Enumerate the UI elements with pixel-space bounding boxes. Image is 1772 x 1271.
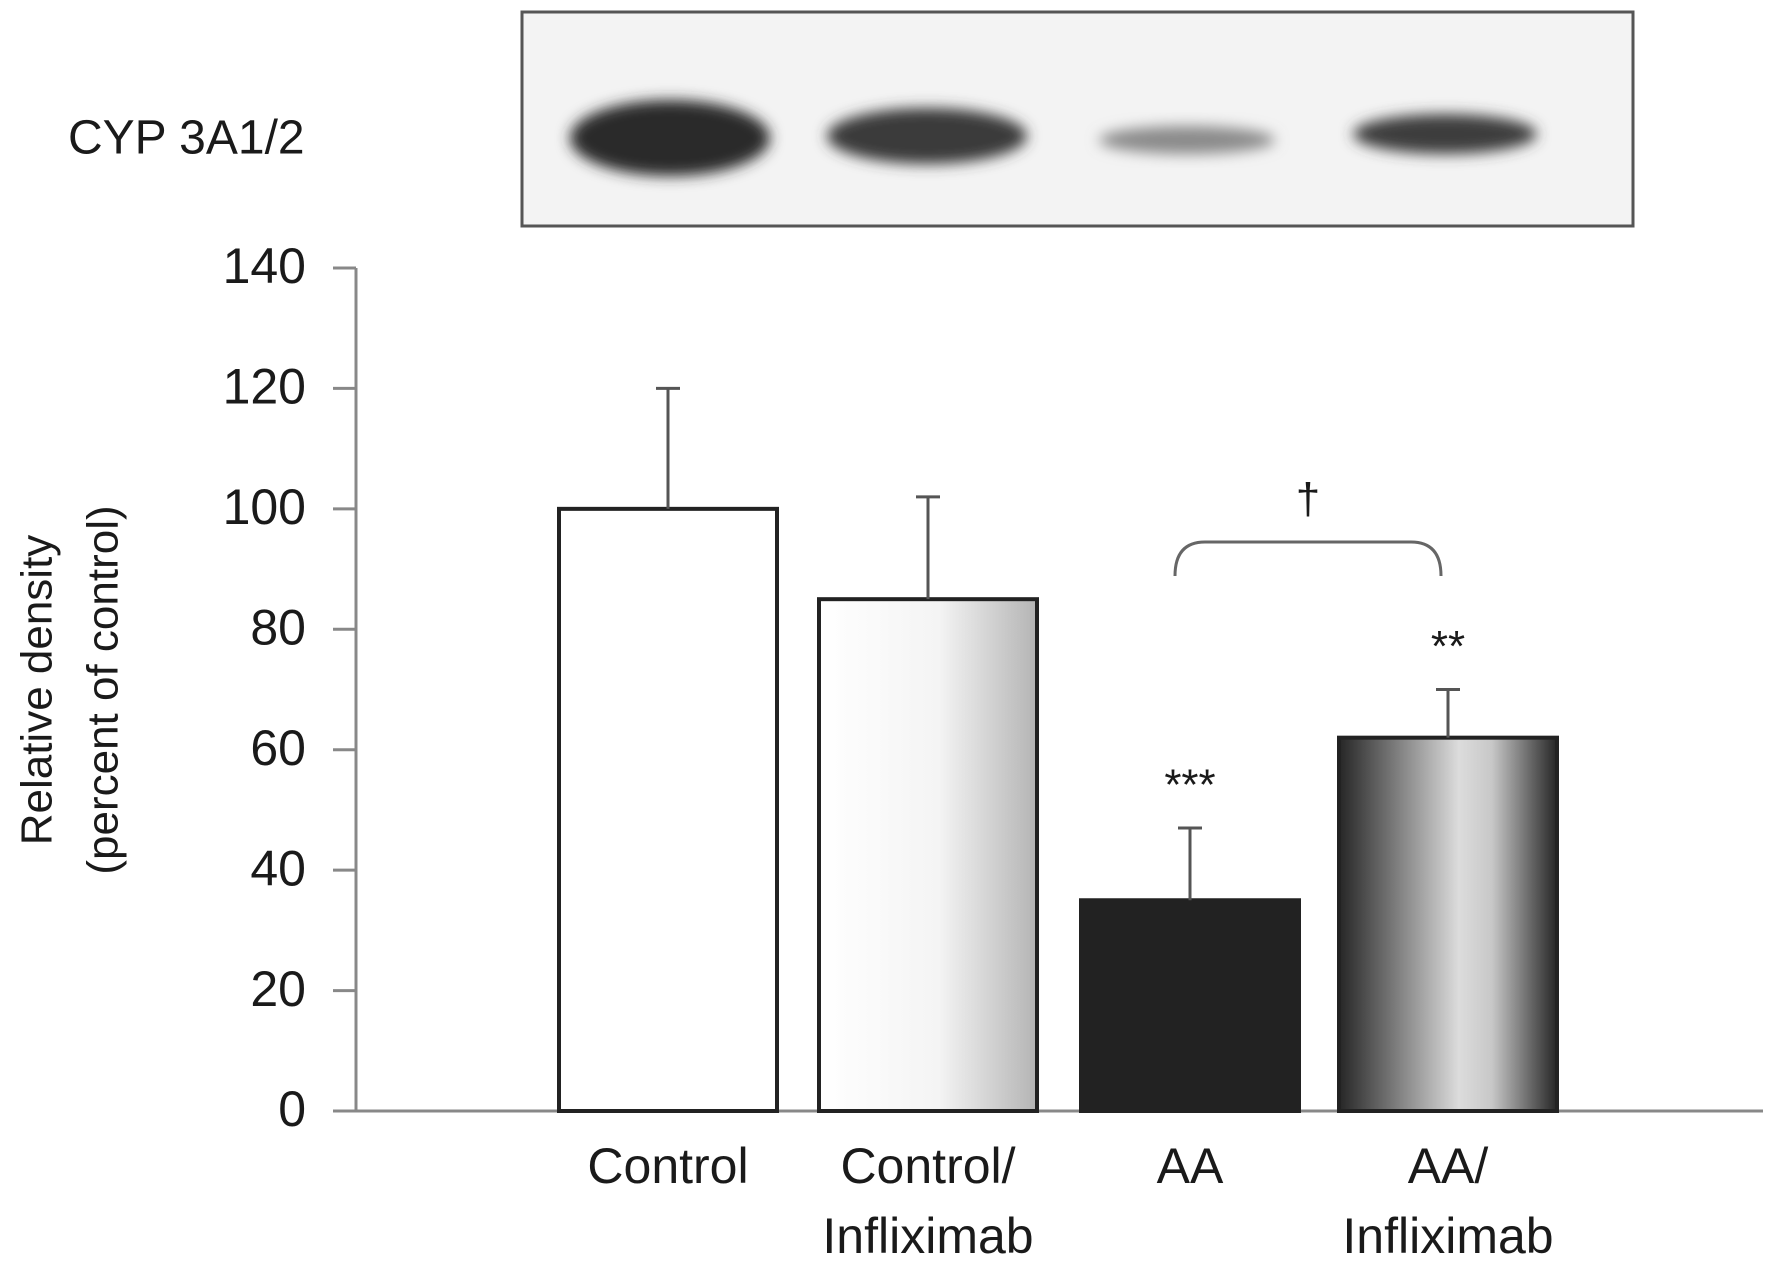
blot-band (570, 100, 770, 176)
y-tick-label: 120 (223, 359, 306, 415)
error-bar (916, 495, 940, 600)
significance-label: ** (1431, 622, 1465, 671)
error-bar (1436, 688, 1460, 738)
y-tick-label: 60 (250, 720, 306, 776)
y-tick-label: 80 (250, 599, 306, 655)
y-axis-title-line: Relative density (13, 535, 62, 846)
western-blot (520, 10, 1635, 228)
bracket-label: † (1296, 475, 1320, 524)
y-tick-label: 20 (250, 961, 306, 1017)
y-axis-title: Relative density (percent of control) (13, 505, 128, 874)
x-tick-label: Infliximab (822, 1208, 1033, 1264)
bar (1079, 898, 1301, 1113)
error-bar (1178, 826, 1202, 901)
blot-label: CYP 3A1/2 (68, 112, 305, 165)
significance-label: *** (1164, 761, 1215, 810)
x-tick-label: AA (1157, 1138, 1224, 1194)
blot-band (1099, 126, 1275, 154)
y-tick-label: 100 (223, 479, 306, 535)
x-tick-label: Control/ (840, 1138, 1015, 1194)
y-tick-label: 140 (223, 238, 306, 294)
x-tick-label: AA/ (1408, 1138, 1489, 1194)
comparison-bracket (1173, 540, 1443, 577)
bar (557, 506, 779, 1114)
y-axis-title-line: (percent of control) (79, 505, 128, 874)
x-tick-label: Infliximab (1342, 1208, 1553, 1264)
error-bar (656, 386, 680, 509)
y-tick-label: 0 (278, 1081, 306, 1137)
y-tick-label: 40 (250, 840, 306, 896)
x-tick-label: Control (587, 1138, 748, 1194)
blot-band (827, 108, 1027, 164)
bar (1337, 735, 1559, 1114)
blot-band (1353, 114, 1537, 154)
bar (817, 597, 1039, 1114)
